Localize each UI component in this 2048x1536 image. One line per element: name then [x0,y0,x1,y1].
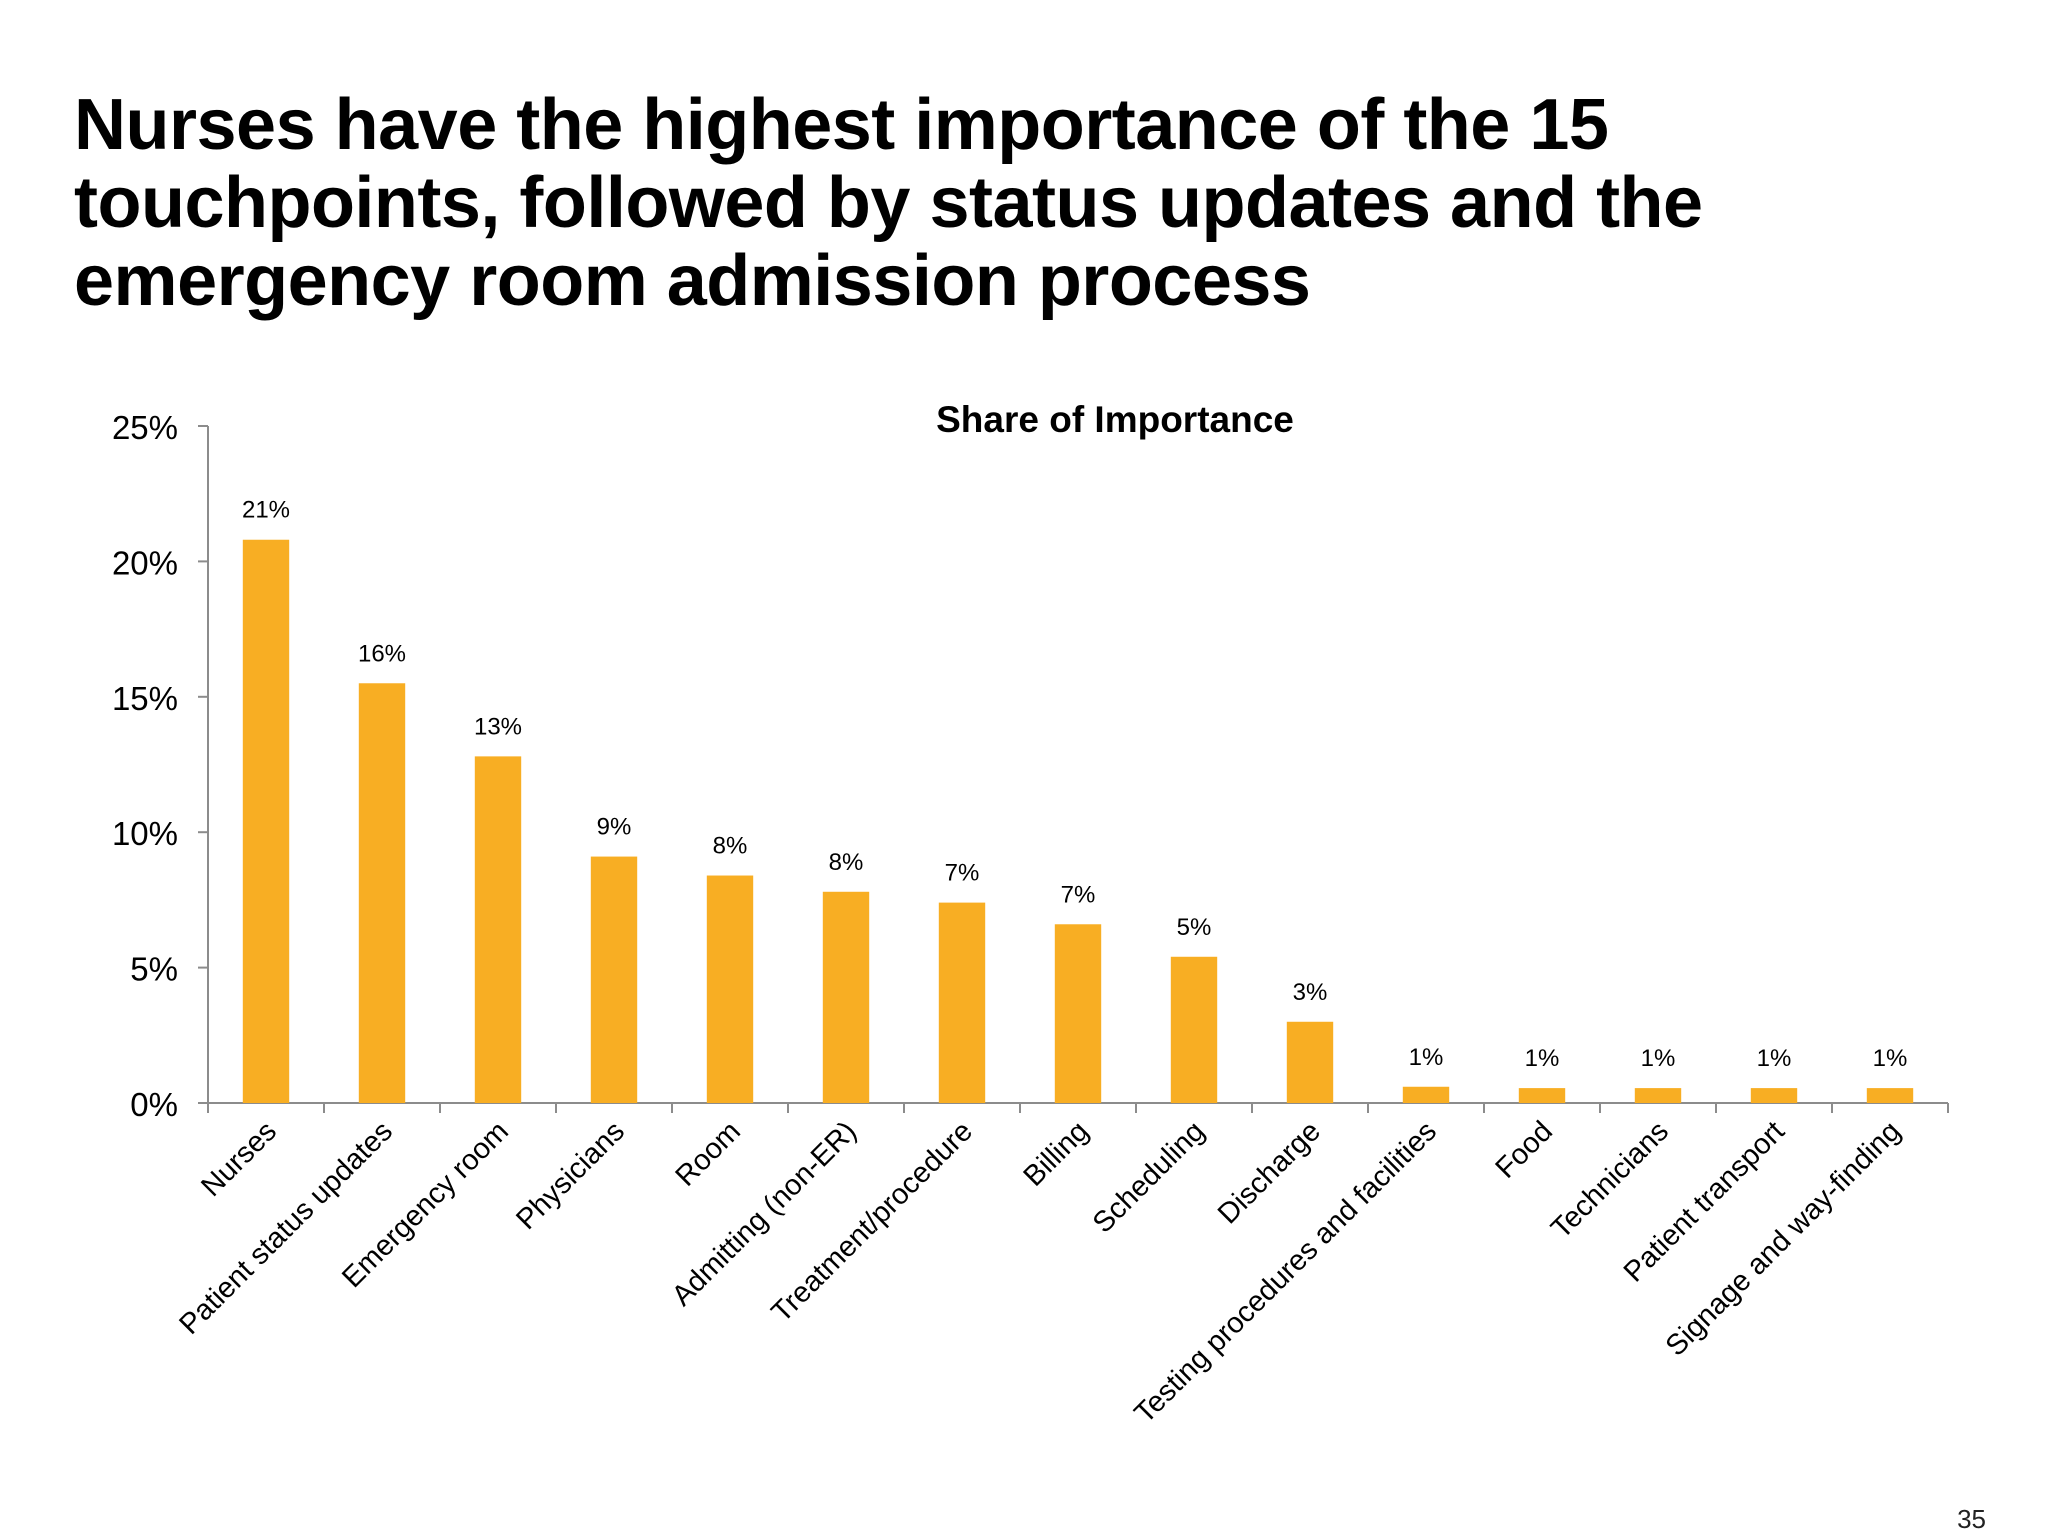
x-tick-label: Treatment/procedure [766,1115,979,1328]
bar [1170,956,1218,1103]
x-tick-label: Physicians [510,1115,631,1236]
bar [590,856,638,1103]
x-tick-label: Signage and way-finding [1660,1115,1907,1362]
data-label: 3% [1293,979,1328,1006]
data-label: 1% [1757,1045,1792,1072]
y-tick-label: 0% [130,1086,178,1123]
data-label: 1% [1873,1045,1908,1072]
data-label: 21% [242,497,290,524]
y-tick-label: 20% [112,544,178,581]
data-label: 16% [358,640,406,667]
y-tick-label: 25% [112,409,178,446]
bar [1518,1088,1566,1103]
data-labels: 21% 16% 13% 9% 8% 8% 7% 7% 5% 3% 1% 1% 1% 1% 1% [242,497,1907,1072]
bar [474,756,522,1103]
data-label: 1% [1409,1044,1444,1071]
data-label: 1% [1641,1045,1676,1072]
x-tick-label: Technicians [1545,1115,1675,1245]
data-label: 9% [597,814,632,841]
data-label: 13% [474,713,522,740]
data-label: 7% [945,860,980,887]
bar [1286,1021,1334,1103]
bar [1054,924,1102,1103]
y-tick-label: 10% [112,815,178,852]
data-label: 5% [1177,914,1212,941]
bar [242,539,290,1103]
data-label: 8% [829,849,864,876]
bar [1750,1088,1798,1103]
data-label: 8% [713,833,748,860]
x-tick-label: Room [670,1115,747,1192]
bar [706,875,754,1103]
chart-title: Share of Importance [936,399,1294,440]
data-label: 7% [1061,881,1096,908]
x-tick-label: Scheduling [1087,1115,1211,1239]
x-tick-label: Patient status updates [173,1115,399,1341]
slide-title: Nurses have the highest importance of th… [74,85,1703,321]
bar [938,902,986,1103]
page-number: 35 [1957,1504,1986,1534]
bar [1402,1086,1450,1103]
x-tick-label: Billing [1018,1115,1095,1192]
x-tick-label: Nurses [195,1115,283,1203]
data-label: 1% [1525,1045,1560,1072]
y-tick-label: 5% [130,951,178,988]
y-tick-label: 15% [112,680,178,717]
x-tick-label: Food [1490,1115,1559,1184]
bar [1866,1088,1914,1103]
bar [1634,1088,1682,1103]
bars [242,539,1914,1103]
bar [358,683,406,1103]
y-ticks: 0% 5% 10% 15% 20% 25% [112,409,208,1123]
bar [822,891,870,1103]
x-tick-label: Discharge [1212,1115,1327,1230]
